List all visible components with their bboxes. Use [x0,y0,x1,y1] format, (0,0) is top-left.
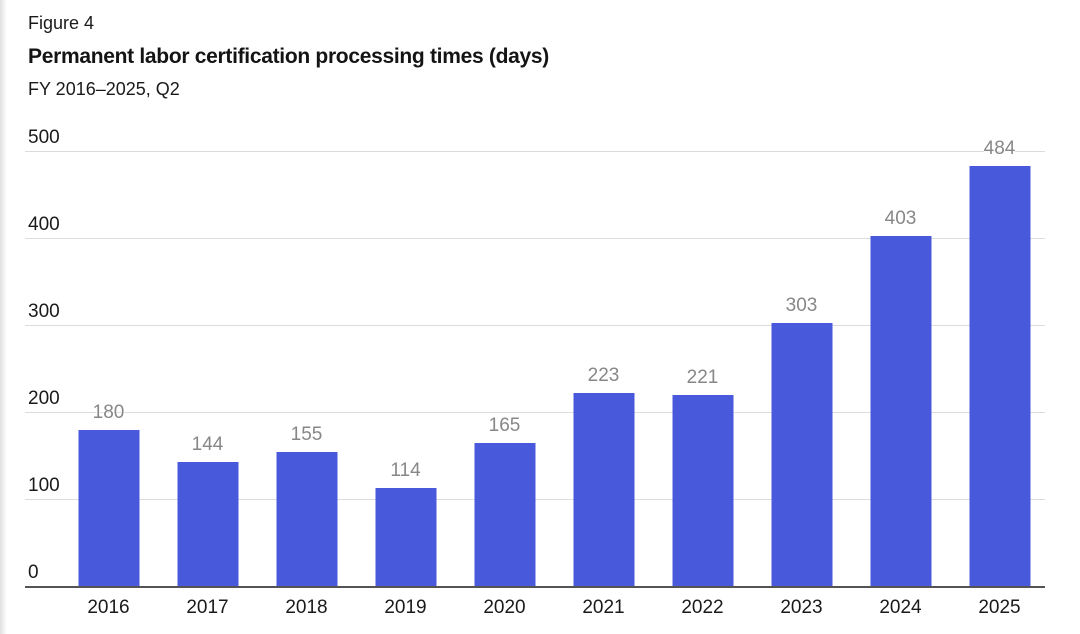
y-tick-label: 300 [28,301,60,322]
bar-value-label: 155 [290,424,323,446]
x-axis-label: 2017 [186,597,229,618]
bar-group: 303 2023 [752,152,851,618]
chart-subtitle: FY 2016–2025, Q2 [28,79,180,99]
bars-layer: 180 2016 144 2017 155 2018 114 2019 165 2020 223 20… [59,138,1049,618]
bar-value-label: 114 [390,459,421,481]
y-tick-label: 500 [28,127,60,148]
x-axis-label: 2023 [780,597,823,618]
bar [771,323,832,587]
bar-value-label: 180 [92,402,125,424]
bar-value-label: 484 [983,137,1016,159]
bar-value-label: 223 [587,365,620,386]
bar [375,487,436,587]
gridline [25,151,1045,152]
chart-title: Permanent labor certification processing… [28,45,549,68]
gridline [25,412,1045,413]
gridline [25,325,1045,326]
gridline [25,238,1045,239]
bar-group: 180 2016 [59,152,158,618]
bar-value-label: 221 [686,366,719,388]
figure-label: Figure 4 [28,13,95,33]
plot-area: 0 100 200 300 400 500 180 2016 144 2017 155 2018 11… [25,128,1045,618]
page-edge-shadow [0,0,7,634]
bar [78,430,139,587]
x-axis-baseline [25,586,1045,588]
y-tick-label: 100 [28,475,60,496]
y-tick-label: 400 [28,214,60,235]
x-axis-label: 2016 [87,597,130,618]
bar [870,236,931,587]
bar-group: 144 2017 [158,152,257,618]
x-axis-label: 2024 [879,597,922,618]
x-axis-label: 2018 [285,597,328,618]
bar [177,461,238,587]
bar-value-label: 165 [488,415,521,437]
x-axis-label: 2025 [978,597,1021,618]
x-axis-label: 2021 [582,597,625,618]
bar [969,165,1030,587]
x-axis-label: 2020 [483,597,526,618]
bar-value-label: 303 [785,295,818,317]
x-axis-label: 2019 [384,597,427,618]
gridline-layer: 0 100 200 300 400 500 [25,128,1045,587]
bar-group: 165 2020 [455,152,554,618]
bar [276,452,337,587]
y-tick-label: 200 [28,388,60,409]
bar-group: 155 2018 [257,152,356,618]
bar-group: 484 2025 [950,138,1049,618]
gridline [25,499,1045,500]
bar [474,443,535,587]
bar-value-label: 144 [191,433,224,455]
bar [672,394,733,587]
y-tick-label: 0 [28,562,39,583]
bar-group: 223 2021 [554,152,653,618]
x-axis-label: 2022 [681,597,724,618]
bar-group: 114 2019 [356,152,455,618]
bar-value-label: 403 [884,208,917,230]
bar-group: 221 2022 [653,152,752,618]
bar-group: 403 2024 [851,152,950,618]
bar [573,393,634,587]
